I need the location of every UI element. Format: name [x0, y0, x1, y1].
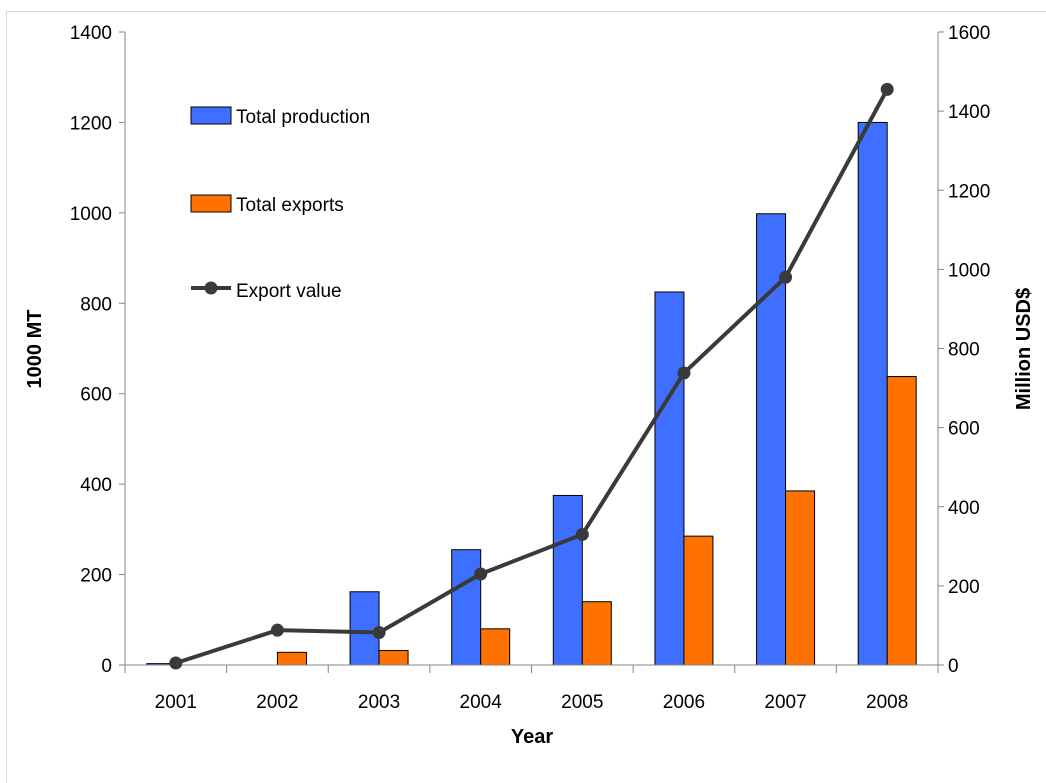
right-y-tick-label: 400: [948, 498, 980, 519]
right-y-tick-label: 1400: [948, 102, 990, 123]
bar-total-production-2004: [451, 549, 482, 666]
left-y-tick-label: 1200: [70, 113, 112, 134]
chart-frame: [6, 11, 1046, 783]
x-tick-label: 2006: [663, 692, 705, 713]
right-y-tick-label: 200: [948, 577, 980, 598]
left-y-tick-label: 800: [80, 294, 112, 315]
legend-label-production: Total production: [236, 107, 370, 128]
left-y-tick-label: 200: [80, 566, 112, 587]
ticks-layer: 0 200 400 600 800 1000 1200 1400 0 200 400 600 800 10…: [70, 23, 991, 713]
point-export-value-2003: [372, 626, 386, 640]
point-export-value-2002: [270, 623, 284, 637]
x-tick-label: 2002: [256, 692, 298, 713]
bar-total-production-2005: [552, 494, 583, 666]
legend-marker-export-value: [204, 281, 218, 295]
x-tick-label: 2003: [358, 692, 400, 713]
x-tick-label: 2004: [460, 692, 503, 713]
point-export-value-2005: [575, 527, 589, 541]
left-y-tick-label: 1400: [70, 23, 112, 44]
bar-total-exports-2003: [378, 650, 409, 666]
x-tick-label: 2007: [764, 692, 806, 713]
legend-swatch-production: [190, 106, 232, 125]
left-y-tick-label: 600: [80, 385, 112, 406]
point-export-value-2004: [474, 567, 488, 581]
legend-label-exports: Total exports: [236, 195, 344, 216]
bars-layer: [146, 121, 917, 666]
left-y-tick-label: 1000: [70, 204, 112, 225]
left-y-axis-title: 1000 MT: [24, 310, 46, 389]
right-y-tick-label: 600: [948, 419, 980, 440]
right-y-tick-label: 0: [948, 656, 959, 677]
x-tick-label: 2005: [561, 692, 603, 713]
point-export-value-2008: [880, 82, 894, 96]
bar-total-production-2006: [654, 291, 685, 666]
left-y-tick-label: 400: [80, 475, 112, 496]
bar-total-production-2008: [857, 121, 888, 666]
bar-total-exports-2005: [581, 601, 612, 666]
bar-total-exports-2007: [785, 490, 816, 666]
left-y-tick-label: 0: [101, 656, 112, 677]
legend-label-export-value: Export value: [236, 281, 342, 302]
bar-total-exports-2004: [480, 628, 511, 666]
bar-total-exports-2002: [276, 651, 307, 666]
legend-swatch-exports: [190, 194, 232, 213]
bar-total-exports-2006: [683, 535, 714, 666]
point-export-value-2001: [169, 656, 183, 670]
point-export-value-2006: [677, 366, 691, 380]
line-export-value: [175, 88, 889, 665]
x-axis-title: Year: [511, 726, 553, 748]
bar-total-exports-2008: [886, 376, 917, 666]
right-y-tick-label: 1000: [948, 260, 990, 281]
right-y-tick-label: 1200: [948, 181, 990, 202]
legend: Total production Total exports Export va…: [190, 106, 370, 302]
x-tick-label: 2008: [866, 692, 908, 713]
x-tick-label: 2001: [155, 692, 197, 713]
line-layer: [169, 82, 894, 670]
point-export-value-2007: [779, 270, 793, 284]
right-y-tick-label: 800: [948, 340, 980, 361]
right-y-tick-label: 1600: [948, 23, 990, 44]
right-y-axis-title: Million USD$: [1013, 288, 1035, 410]
